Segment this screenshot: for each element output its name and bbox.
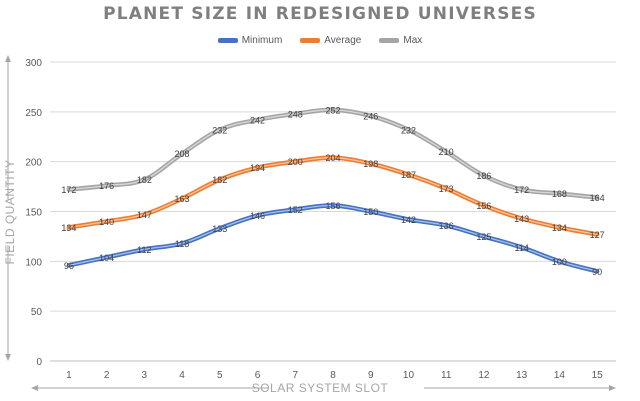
- data-label-average: 143: [514, 214, 529, 224]
- data-label-average: 134: [61, 223, 76, 233]
- data-label-max: 210: [439, 147, 454, 157]
- legend-swatch-minimum: [217, 38, 238, 43]
- data-label-max: 172: [61, 185, 76, 195]
- data-label-minimum: 150: [363, 207, 378, 217]
- data-label-average: 127: [590, 230, 605, 240]
- y-axis-arrow-head-up: [5, 55, 11, 62]
- y-tick-label: 200: [25, 158, 42, 169]
- data-label-average: 182: [212, 175, 227, 185]
- legend-label-max: Max: [403, 35, 423, 46]
- x-tick-label: 1: [66, 370, 72, 381]
- y-tick-label: 300: [25, 58, 42, 69]
- data-label-max: 252: [325, 105, 340, 115]
- data-label-minimum: 90: [592, 267, 602, 277]
- data-label-average: 134: [552, 223, 567, 233]
- data-label-max: 176: [99, 181, 114, 191]
- x-tick-label: 7: [292, 370, 298, 381]
- data-label-minimum: 125: [476, 232, 491, 242]
- x-tick-label: 15: [592, 370, 604, 381]
- x-tick-label: 9: [368, 370, 374, 381]
- x-tick-label: 10: [403, 370, 415, 381]
- data-label-average: 187: [401, 170, 416, 180]
- x-axis-arrow-head-right: [609, 385, 616, 391]
- y-tick-label: 250: [25, 108, 42, 119]
- data-label-average: 156: [476, 201, 491, 211]
- data-label-minimum: 152: [288, 205, 303, 215]
- data-label-average: 163: [175, 194, 190, 204]
- x-tick-label: 8: [330, 370, 336, 381]
- legend-item-max: Max: [379, 35, 422, 46]
- data-label-max: 168: [552, 189, 567, 199]
- data-label-minimum: 156: [325, 201, 340, 211]
- legend-swatch-average: [300, 38, 321, 43]
- legend-item-minimum: Minimum: [217, 35, 283, 46]
- data-label-max: 232: [212, 125, 227, 135]
- y-tick-label: 50: [31, 307, 43, 318]
- x-axis-label: SOLAR SYSTEM SLOT: [251, 381, 389, 395]
- y-tick-label: 100: [25, 257, 42, 268]
- data-label-max: 242: [250, 115, 265, 125]
- x-tick-label: 6: [255, 370, 261, 381]
- data-label-average: 147: [137, 210, 152, 220]
- legend-label-average: Average: [324, 35, 362, 46]
- data-label-max: 164: [590, 193, 605, 203]
- data-label-average: 194: [250, 163, 265, 173]
- x-tick-label: 3: [142, 370, 148, 381]
- legend-item-average: Average: [300, 35, 361, 46]
- data-label-minimum: 96: [64, 261, 74, 271]
- x-tick-label: 11: [441, 370, 452, 381]
- data-label-max: 172: [514, 185, 529, 195]
- data-label-max: 186: [476, 171, 491, 181]
- data-label-minimum: 133: [212, 224, 227, 234]
- data-label-minimum: 146: [250, 211, 265, 221]
- series-line-max-highlight: [68, 109, 598, 199]
- x-tick-label: 14: [554, 370, 566, 381]
- data-label-max: 232: [401, 125, 416, 135]
- legend-swatch-max: [379, 38, 400, 43]
- x-tick-label: 5: [217, 370, 223, 381]
- y-tick-label: 150: [25, 208, 42, 219]
- data-label-average: 204: [325, 153, 340, 163]
- data-label-max: 246: [363, 111, 378, 121]
- data-label-minimum: 114: [514, 243, 528, 253]
- data-label-minimum: 142: [401, 215, 416, 225]
- data-label-minimum: 104: [99, 253, 114, 263]
- legend-label-minimum: Minimum: [241, 35, 283, 46]
- data-label-minimum: 112: [137, 245, 151, 255]
- data-label-max: 208: [175, 149, 190, 159]
- y-tick-label: 0: [36, 357, 42, 368]
- data-label-average: 173: [439, 184, 454, 194]
- y-axis-arrow-head-down: [5, 354, 11, 361]
- data-label-average: 198: [363, 159, 378, 169]
- x-axis-arrow-head-left: [31, 385, 38, 391]
- chart-title: PLANET SIZE IN REDESIGNED UNIVERSES: [103, 4, 537, 24]
- x-tick-label: 4: [179, 370, 185, 381]
- data-label-average: 140: [99, 217, 114, 227]
- y-axis-label: FIELD QUANTITY: [3, 159, 17, 265]
- x-tick-label: 13: [516, 370, 528, 381]
- x-tick-label: 12: [478, 370, 490, 381]
- data-label-minimum: 118: [175, 239, 189, 249]
- data-label-minimum: 136: [439, 221, 454, 231]
- series-line-average-highlight: [68, 157, 598, 236]
- data-label-minimum: 100: [552, 257, 567, 267]
- data-label-max: 182: [137, 175, 152, 185]
- x-tick-label: 2: [104, 370, 110, 381]
- series-line-minimum-highlight: [68, 204, 598, 272]
- data-label-average: 200: [288, 157, 303, 167]
- legend: Minimum Average Max: [0, 35, 640, 46]
- data-label-max: 248: [288, 109, 303, 119]
